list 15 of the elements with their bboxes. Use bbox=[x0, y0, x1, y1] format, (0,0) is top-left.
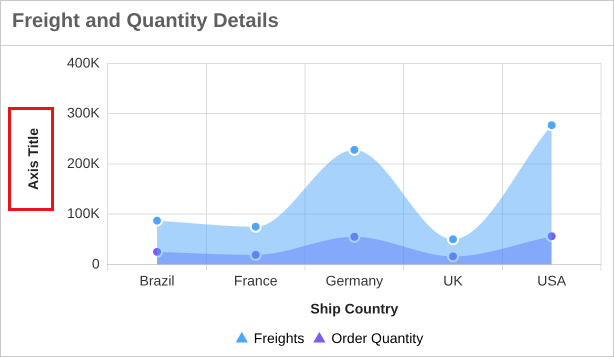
y-tick-label: 0 bbox=[92, 255, 100, 272]
x-tick-label: USA bbox=[537, 272, 567, 289]
x-tick-label: Germany bbox=[326, 272, 384, 289]
y-axis-title: Axis Title bbox=[25, 128, 41, 190]
y-tick-label: 200K bbox=[66, 154, 100, 171]
y-tick-label: 300K bbox=[66, 104, 100, 121]
legend-label: Order Quantity bbox=[331, 330, 424, 346]
legend-label: Freights bbox=[254, 330, 304, 346]
y-tick-label: 400K bbox=[66, 54, 100, 70]
x-tick-label: France bbox=[234, 272, 278, 289]
y-tick-label: 100K bbox=[66, 205, 100, 222]
x-tick-label: UK bbox=[443, 272, 464, 289]
chart-title: Freight and Quantity Details bbox=[12, 10, 279, 33]
x-tick-label: Brazil bbox=[140, 272, 175, 289]
x-axis-title: Ship Country bbox=[310, 300, 398, 316]
